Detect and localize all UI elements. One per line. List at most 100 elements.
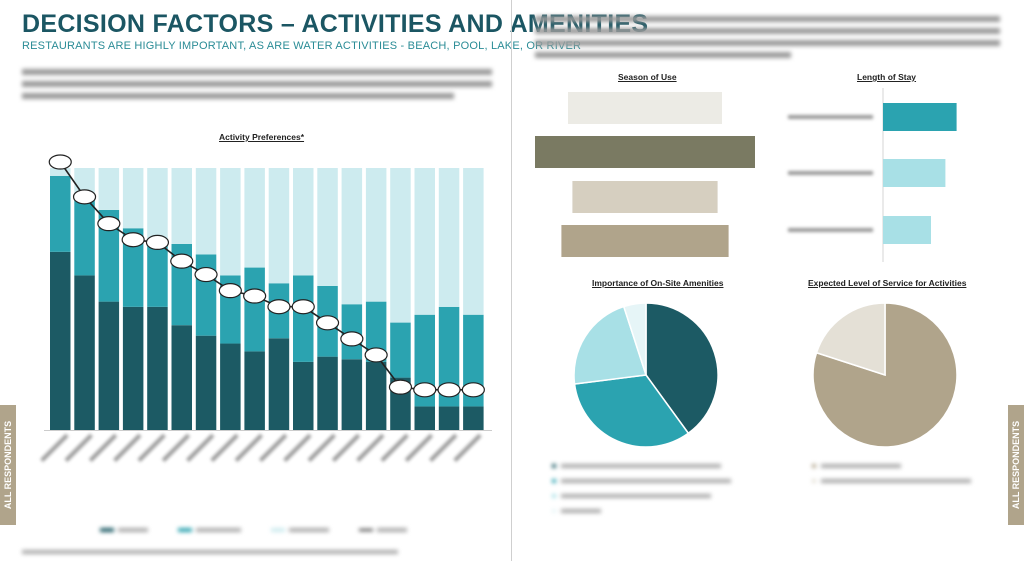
amenities-legend-blurred [552, 462, 752, 522]
score-marker [243, 288, 267, 304]
activity-bar [98, 301, 120, 430]
score-marker [413, 382, 437, 398]
score-marker [364, 347, 388, 363]
season-bar [535, 136, 755, 168]
intro-paragraph-blurred [22, 66, 492, 105]
category-label-blurred [161, 433, 191, 462]
left-side-tab: ALL RESPONDENTS [0, 405, 16, 525]
activity-bar [438, 168, 460, 307]
activity-bar [50, 251, 71, 430]
score-marker [194, 266, 218, 283]
score-line [59, 161, 474, 391]
stay-label-blurred [788, 228, 873, 232]
score-marker [461, 382, 485, 398]
activity-bar [195, 254, 217, 336]
category-label-blurred [88, 433, 118, 462]
page-subtitle: RESTAURANTS ARE HIGHLY IMPORTANT, AS ARE… [22, 40, 582, 52]
category-label-blurred [283, 433, 312, 462]
category-label-blurred [234, 433, 263, 462]
stay-bar [883, 103, 957, 131]
activity-bar [317, 356, 338, 430]
activity-bar [414, 406, 435, 430]
activity-bar [414, 168, 435, 315]
stay-chart-title: Length of Stay [857, 72, 917, 82]
season-chart-title: Season of Use [618, 72, 677, 82]
score-marker [291, 299, 315, 315]
stay-label-blurred [788, 115, 873, 119]
activity-bar [50, 175, 71, 252]
score-marker [48, 154, 72, 170]
activity-bar [171, 168, 192, 244]
activity-bar [438, 306, 460, 407]
activity-bar [268, 338, 290, 430]
category-label-blurred [137, 433, 166, 462]
activity-bar [244, 267, 265, 352]
activity-bar [463, 406, 484, 430]
activity-bar [195, 335, 217, 430]
activity-bar [195, 168, 217, 255]
activity-bar [341, 359, 363, 430]
score-marker [145, 234, 170, 250]
right-side-tab: ALL RESPONDENTS [1008, 405, 1024, 525]
activity-bar [122, 306, 144, 430]
footnote-blurred [22, 548, 492, 554]
page-divider [511, 0, 512, 561]
category-label-blurred [307, 433, 336, 462]
activity-bar [147, 306, 168, 430]
category-label-blurred [356, 433, 385, 462]
score-marker [315, 315, 340, 331]
activity-bar [365, 301, 387, 362]
score-marker [388, 379, 413, 395]
category-label-blurred [453, 433, 482, 462]
category-label-blurred [113, 433, 142, 462]
activity-bar [365, 361, 387, 430]
season-bar [572, 181, 718, 213]
stay-label-blurred [788, 171, 873, 175]
amenities-chart-title: Importance of On-Site Amenities [592, 278, 724, 288]
activity-bar [74, 275, 95, 430]
amenities-slice [645, 302, 719, 435]
activity-bar [50, 168, 71, 176]
amenities-slice [573, 374, 690, 448]
activity-legend-blurred [100, 528, 407, 532]
activity-bar [438, 406, 460, 430]
activity-bar [317, 168, 338, 286]
score-marker [170, 253, 194, 269]
score-marker [218, 283, 242, 299]
activity-bar [122, 168, 144, 229]
score-marker [121, 232, 145, 248]
activity-bar [122, 228, 144, 307]
right-paragraph-blurred [535, 14, 1000, 64]
activity-bar [268, 168, 290, 284]
activity-bar [220, 343, 241, 430]
activity-bar [74, 194, 95, 276]
service-chart-title: Expected Level of Service for Activities [808, 278, 967, 288]
activity-bar [244, 351, 265, 430]
service-legend-blurred [812, 462, 992, 492]
activity-bar [390, 322, 411, 378]
activity-bar [98, 168, 120, 210]
category-label-blurred [210, 433, 239, 462]
category-label-blurred [258, 433, 288, 462]
activity-bar [341, 168, 363, 305]
activity-bar [171, 325, 192, 430]
category-label-blurred [186, 433, 215, 462]
activity-bar [147, 238, 168, 307]
stay-bar [883, 159, 946, 187]
stay-bar [883, 216, 931, 244]
service-slice [815, 302, 886, 377]
season-bar [561, 225, 729, 257]
activity-bar [293, 361, 314, 430]
activity-bar [390, 168, 411, 323]
score-marker [97, 216, 121, 232]
score-marker [72, 189, 97, 205]
season-bar [568, 92, 722, 124]
category-label-blurred [40, 433, 69, 462]
category-label-blurred [429, 433, 458, 462]
category-label-blurred [331, 433, 361, 462]
activity-bar [98, 209, 120, 302]
activity-bar [147, 168, 168, 239]
activity-bar [293, 275, 314, 362]
category-label-blurred [64, 433, 93, 462]
